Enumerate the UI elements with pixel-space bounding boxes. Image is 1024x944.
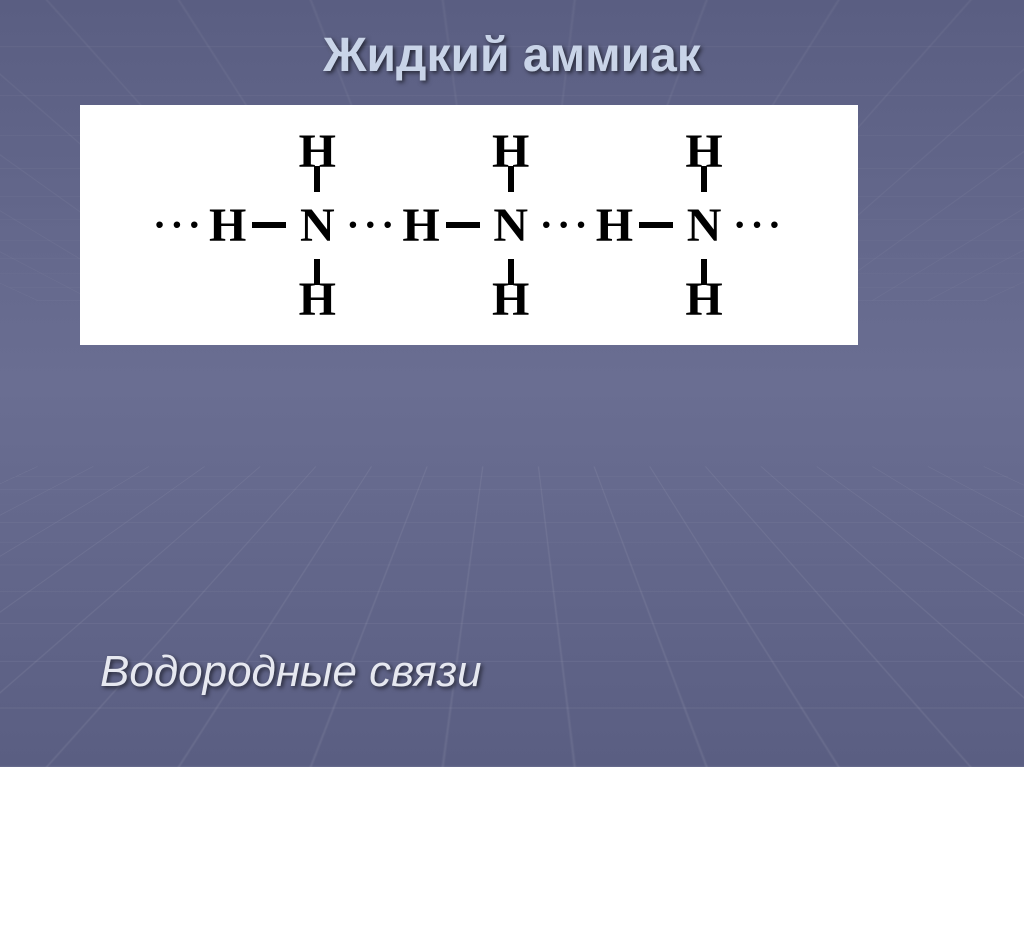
covalent-bond [252, 222, 286, 228]
atom-n: N [300, 198, 335, 253]
atom-h-bottom: H [492, 272, 529, 327]
ammonia-unit: H N H [486, 198, 536, 253]
ammonia-unit: H N H [679, 198, 729, 253]
slide-background: Жидкий аммиак ··· H H N H ··· H H [0, 0, 1024, 767]
covalent-bond [446, 222, 480, 228]
ammonia-unit: H N H [292, 198, 342, 253]
molecule-row: ··· H H N H ··· H H N H [80, 105, 858, 345]
atom-h: H [402, 198, 439, 253]
atom-h: H [209, 198, 246, 253]
hydrogen-bond-dots: ··· [346, 205, 398, 245]
structure-diagram: ··· H H N H ··· H H N H [80, 105, 858, 345]
atom-h-bottom: H [299, 272, 336, 327]
atom-h: H [596, 198, 633, 253]
covalent-bond-vertical [701, 166, 707, 192]
covalent-bond-vertical [314, 166, 320, 192]
atom-h-bottom: H [685, 272, 722, 327]
covalent-bond-vertical [508, 166, 514, 192]
hydrogen-bond-dots: ··· [153, 205, 205, 245]
atom-n: N [687, 198, 722, 253]
hydrogen-bond-dots: ··· [540, 205, 592, 245]
caption-label: Водородные связи [100, 647, 482, 697]
slide-title: Жидкий аммиак [0, 28, 1024, 83]
atom-n: N [493, 198, 528, 253]
hydrogen-bond-dots: ··· [733, 205, 785, 245]
covalent-bond [639, 222, 673, 228]
grid-floor [0, 467, 1024, 944]
